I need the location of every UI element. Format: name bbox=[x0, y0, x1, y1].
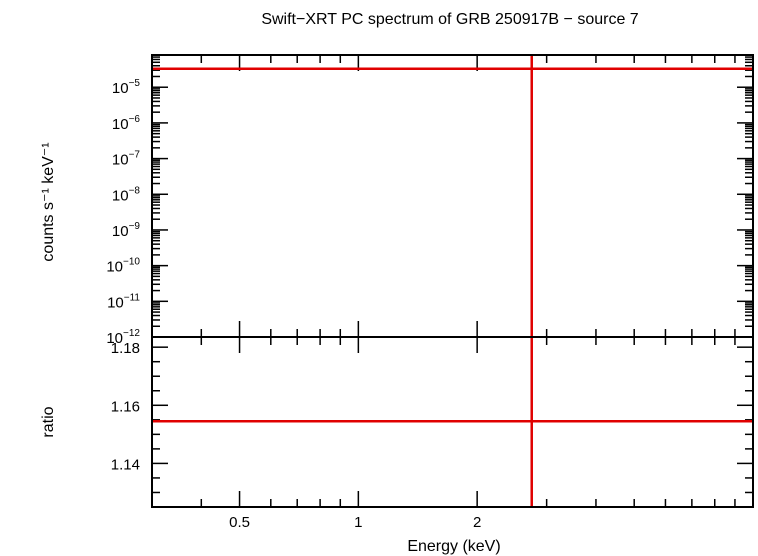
ratio-frame bbox=[151, 336, 754, 508]
spectrum-data bbox=[152, 55, 753, 337]
y-tick-label: 10−7 bbox=[112, 150, 141, 169]
ratio-x-ticks: 0.5 1 2 bbox=[151, 337, 754, 531]
spectrum-y-axis-label: counts s⁻¹ keV⁻¹ bbox=[40, 142, 57, 261]
spectrum-y-ticks: 10−12 10−11 10−10 10−9 10−8 10−7 10−6 10−5 bbox=[106, 54, 753, 347]
y-tick-label: 1.14 bbox=[111, 456, 140, 473]
x-tick-label: 2 bbox=[473, 514, 481, 531]
spectrum-x-ticks bbox=[151, 55, 754, 337]
ratio-data bbox=[152, 337, 753, 507]
x-axis-label: Energy (keV) bbox=[407, 538, 500, 555]
y-tick-label: 10−5 bbox=[112, 78, 141, 97]
y-tick-label: 10−11 bbox=[107, 292, 140, 311]
chart-title: Swift−XRT PC spectrum of GRB 250917B − s… bbox=[261, 11, 638, 28]
y-tick-label: 1.18 bbox=[111, 340, 140, 357]
ratio-y-axis-label: ratio bbox=[40, 406, 57, 437]
ratio-y-ticks: 1.14 1.16 1.18 bbox=[111, 340, 753, 508]
y-tick-label: 10−9 bbox=[112, 221, 141, 240]
y-tick-label: 10−6 bbox=[112, 114, 141, 133]
spectrum-panel: 10−12 10−11 10−10 10−9 10−8 10−7 10−6 10−5 coun… bbox=[40, 54, 754, 347]
y-tick-label: 10−12 bbox=[106, 328, 140, 347]
y-tick-label: 10−8 bbox=[112, 185, 141, 204]
y-tick-label: 1.16 bbox=[111, 398, 140, 415]
spectrum-frame bbox=[151, 54, 754, 338]
x-tick-label: 1 bbox=[354, 514, 362, 531]
x-tick-label: 0.5 bbox=[229, 514, 250, 531]
y-tick-label: 10−10 bbox=[106, 257, 140, 276]
ratio-panel: 0.5 1 2 1.14 1.16 1.18 ratio Energy (keV) bbox=[40, 336, 754, 555]
